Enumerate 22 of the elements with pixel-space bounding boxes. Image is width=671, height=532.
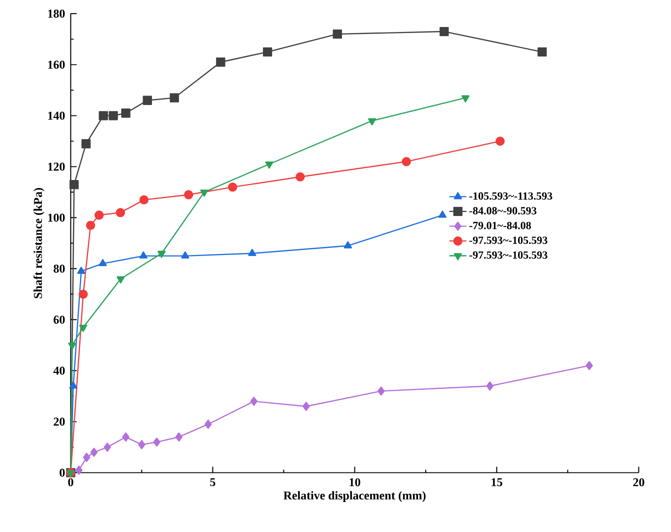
legend-label: -97.593~-105.593	[469, 236, 548, 244]
x-tick-label: 5	[210, 478, 216, 486]
y-tick-label: 0	[60, 468, 65, 477]
x-axis-title: Relative displacement (mm)	[284, 491, 426, 502]
x-tick-label: 0	[68, 478, 74, 486]
y-tick-label: 160	[48, 60, 65, 69]
y-tick-label: 180	[48, 10, 65, 18]
y-tick-label: 60	[54, 316, 65, 324]
y-tick-label: 20	[54, 418, 65, 426]
y-tick-label: 80	[54, 264, 65, 273]
x-tick-label: 20	[633, 478, 644, 486]
y-tick-label: 140	[48, 112, 65, 120]
y-tick-label: 120	[48, 162, 65, 171]
legend-label: -84.08~-90.593	[469, 207, 536, 214]
legend-label: -79.01~-84.08	[469, 222, 531, 230]
x-tick-label: 10	[350, 478, 360, 486]
legend-label: -97.593~-105.593	[469, 251, 548, 259]
y-tick-label: 100	[48, 214, 65, 222]
x-tick-label: 15	[492, 478, 502, 486]
y-tick-label: 40	[53, 366, 65, 375]
legend-label: -105.593~-113.593	[469, 192, 552, 200]
y-axis-title: Shaft resistance (kPa)	[33, 188, 44, 298]
